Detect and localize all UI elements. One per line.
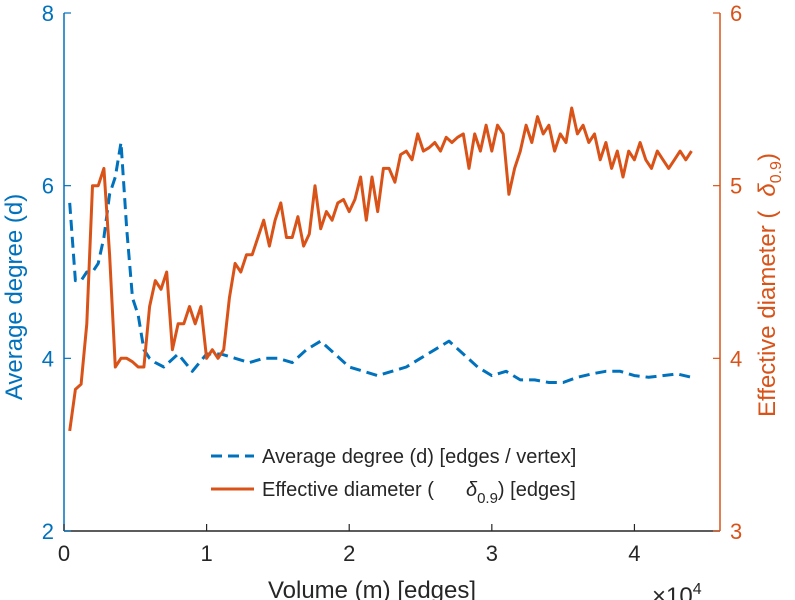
legend-label-diameter: Effective diameter (δ0.9) [edges]	[262, 479, 576, 507]
left-y-tick-label: 4	[42, 346, 54, 371]
right-y-tick-label: 5	[730, 174, 742, 199]
legend: Average degree (d) [edges / vertex] Effe…	[211, 446, 576, 507]
right-y-axis-ticks: 3 4 5 6	[713, 1, 742, 544]
x-tick-label: 1	[200, 541, 212, 566]
right-y-tick-label: 4	[730, 346, 742, 371]
series-line-effective-diameter	[68, 106, 693, 432]
x-tick-label: 2	[343, 541, 355, 566]
right-y-tick-label: 6	[730, 1, 742, 26]
x-axis-label: Volume (m) [edges]	[268, 577, 476, 600]
right-y-tick-label: 3	[730, 519, 742, 544]
x-axis-exponent-power: 4	[693, 581, 702, 598]
x-axis-ticks: 0 1 2 3 4	[58, 524, 641, 566]
x-axis-exponent: ×104	[652, 581, 702, 600]
x-tick-label: 4	[628, 541, 640, 566]
x-tick-label: 0	[58, 541, 70, 566]
series-line-average-degree	[68, 141, 692, 384]
left-y-axis-label: Average degree (d)	[1, 194, 28, 400]
left-y-tick-label: 6	[42, 174, 54, 199]
left-y-axis-ticks: 2 4 6 8	[42, 1, 71, 544]
legend-label-degree: Average degree (d) [edges / vertex]	[262, 446, 576, 468]
series-layer	[68, 106, 693, 432]
right-y-axis-label: Effective diameter (δ0.9)	[754, 153, 785, 417]
left-y-tick-label: 2	[42, 519, 54, 544]
left-y-tick-label: 8	[42, 1, 54, 26]
x-tick-label: 3	[486, 541, 498, 566]
